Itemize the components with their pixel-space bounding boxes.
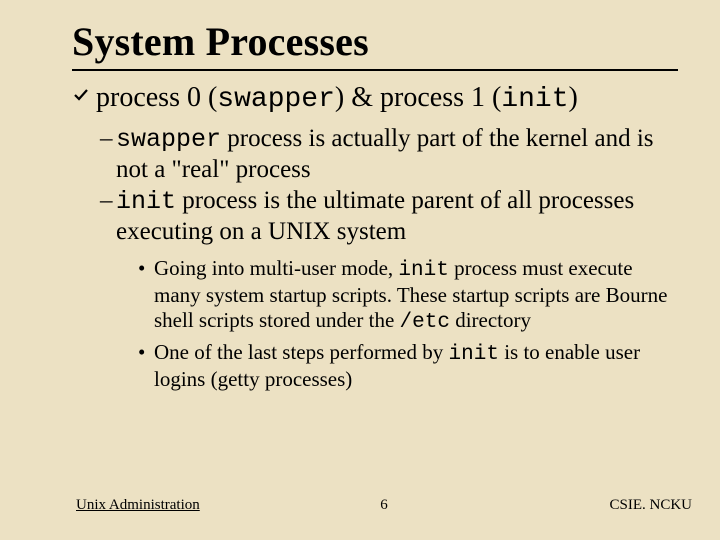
bullet-level2-1: – init process is the ultimate parent of… (100, 186, 660, 246)
bullet1-pre: process 0 ( (96, 82, 217, 113)
sub1-text: process is the ultimate parent of all pr… (116, 187, 634, 245)
title-rule (72, 69, 678, 71)
bullet-level3-0: • Going into multi-user mode, init proce… (138, 256, 668, 336)
ss0-pre: Going into multi-user mode, (154, 256, 398, 280)
bullet1-code1: swapper (217, 84, 335, 115)
bullet-level1: process 0 (swapper) & process 1 (init) (72, 81, 692, 116)
footer: Unix Administration 6 CSIE. NCKU (76, 497, 692, 514)
dash-icon: – (100, 186, 116, 216)
sub0-code: swapper (116, 125, 221, 154)
bullet1-post: ) (569, 82, 578, 113)
bullet-level2-0: – swapper process is actually part of th… (100, 124, 660, 184)
ss0-post: directory (450, 308, 531, 332)
slide-title: System Processes (72, 18, 692, 65)
footer-left: Unix Administration (76, 497, 200, 514)
bullet1-code2: init (501, 84, 568, 115)
ss0-code1: init (398, 259, 448, 282)
ss0-code2: /etc (400, 311, 450, 334)
dash-icon: – (100, 124, 116, 154)
bullet1-mid: ) & process 1 ( (335, 82, 501, 113)
bullet-dot-icon: • (138, 340, 154, 365)
bullet-level3-1: • One of the last steps performed by ini… (138, 340, 668, 394)
sub1-code: init (116, 187, 176, 216)
ss1-pre: One of the last steps performed by (154, 340, 449, 364)
page-number: 6 (380, 497, 388, 514)
footer-right: CSIE. NCKU (609, 497, 692, 514)
bullet-dot-icon: • (138, 256, 154, 281)
checkmark-icon (74, 88, 88, 102)
slide: System Processes process 0 (swapper) & p… (0, 0, 720, 540)
ss1-code1: init (449, 343, 499, 366)
